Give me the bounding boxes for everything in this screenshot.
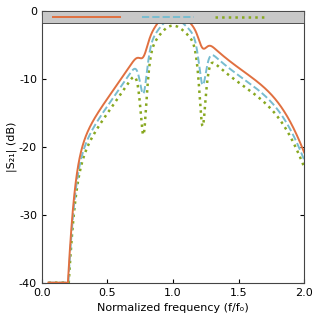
- X-axis label: Normalized frequency (f/fₒ): Normalized frequency (f/fₒ): [97, 303, 249, 313]
- FancyBboxPatch shape: [42, 11, 304, 23]
- Y-axis label: |S₂₁| (dB): |S₂₁| (dB): [7, 122, 18, 172]
